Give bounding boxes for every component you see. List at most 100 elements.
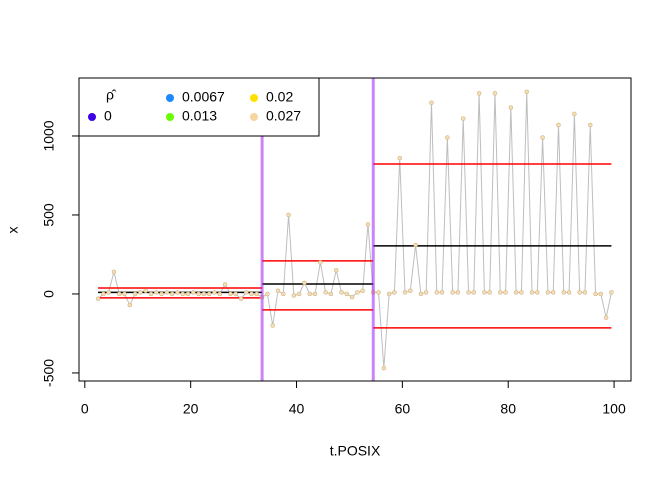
point: [402, 290, 408, 295]
point: [228, 291, 233, 297]
point: [291, 293, 297, 298]
point: [355, 290, 360, 295]
point: [460, 116, 466, 121]
x-tick-label: 40: [289, 401, 305, 417]
legend-label: 0.02: [266, 89, 293, 105]
point: [550, 290, 556, 295]
point: [180, 291, 185, 297]
point: [418, 291, 424, 297]
y-tick-label: 1000: [41, 120, 57, 151]
point: [201, 291, 207, 297]
point: [328, 291, 334, 297]
legend-marker: [250, 113, 258, 121]
point: [307, 291, 312, 297]
point: [508, 105, 514, 110]
point: [529, 290, 535, 295]
y-tick-label: 500: [41, 203, 57, 227]
point: [101, 291, 106, 297]
point: [286, 212, 291, 218]
point: [439, 290, 445, 295]
y-tick-label: 0: [41, 290, 57, 298]
point: [318, 260, 323, 265]
legend-label: 0.0067: [182, 89, 225, 105]
point: [323, 290, 328, 295]
point: [196, 291, 201, 297]
point: [524, 89, 529, 94]
point: [381, 365, 387, 371]
x-tick-label: 60: [395, 401, 411, 417]
point: [572, 111, 577, 117]
point: [466, 290, 471, 295]
y-axis-label: x: [5, 227, 21, 234]
x-tick-label: 100: [602, 401, 626, 417]
point: [434, 290, 440, 295]
point: [397, 155, 402, 161]
point: [519, 290, 524, 295]
point: [339, 290, 344, 295]
point: [185, 291, 191, 297]
point: [450, 290, 455, 295]
point: [609, 290, 614, 295]
plot-frame: [78, 77, 632, 382]
point: [561, 290, 567, 295]
point: [455, 290, 461, 295]
point: [148, 291, 154, 297]
point: [360, 288, 365, 294]
point: [344, 291, 350, 297]
point: [577, 290, 582, 295]
point: [408, 288, 413, 294]
point: [233, 291, 238, 297]
point: [445, 135, 450, 140]
point: [132, 291, 138, 297]
point: [217, 291, 223, 297]
point: [106, 290, 111, 295]
point: [503, 290, 508, 295]
point: [281, 291, 286, 297]
point: [191, 290, 196, 295]
legend-marker: [166, 94, 174, 102]
point: [127, 302, 133, 308]
point: [429, 100, 434, 106]
point: [487, 290, 492, 295]
legend-marker: [166, 113, 174, 121]
point: [138, 290, 143, 295]
legend-label: 0: [104, 108, 112, 124]
x-axis-label: t.POSIX: [330, 443, 381, 459]
point: [365, 222, 371, 227]
point: [376, 290, 381, 295]
point: [95, 296, 101, 301]
point: [471, 290, 477, 295]
point: [143, 288, 148, 294]
point: [154, 290, 159, 295]
point: [169, 291, 175, 297]
point: [312, 291, 318, 297]
legend-label: 0.027: [266, 108, 301, 124]
point: [349, 294, 355, 300]
point: [386, 291, 392, 297]
point: [513, 290, 519, 295]
point: [296, 291, 302, 297]
point: [392, 290, 397, 295]
point: [598, 291, 604, 297]
point: [413, 242, 418, 248]
point: [164, 290, 170, 295]
point: [275, 288, 281, 294]
point: [116, 291, 122, 297]
legend-title: ρ̂: [106, 87, 117, 103]
x-tick-label: 80: [500, 401, 516, 417]
point: [270, 323, 275, 328]
point: [122, 291, 127, 297]
legend-label: 0.013: [182, 108, 217, 124]
point: [222, 282, 228, 287]
point: [593, 291, 598, 297]
point: [265, 291, 270, 297]
point: [254, 291, 260, 297]
point: [111, 269, 117, 275]
y-tick-label: -500: [41, 359, 57, 387]
point: [238, 296, 244, 301]
point: [249, 291, 254, 297]
point: [556, 122, 561, 128]
point: [545, 290, 551, 295]
point: [476, 91, 482, 96]
